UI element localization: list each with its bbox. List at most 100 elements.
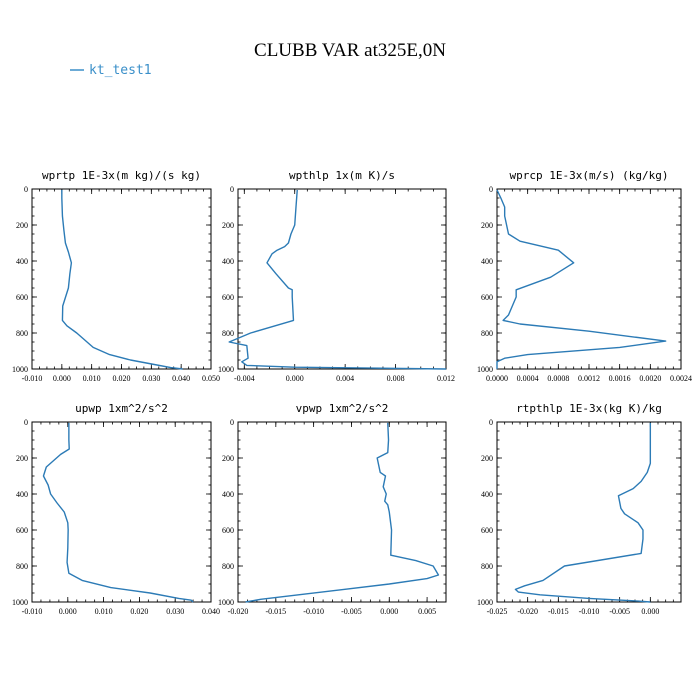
y-tick-label: 800 bbox=[16, 329, 28, 338]
x-tick-label: 0.030 bbox=[142, 374, 160, 383]
y-tick-label: 200 bbox=[16, 454, 28, 463]
panel-title: vpwp 1xm^2/s^2 bbox=[296, 402, 389, 415]
panel-title: wprtp 1E-3x(m kg)/(s kg) bbox=[42, 169, 201, 182]
x-tick-label: -0.015 bbox=[265, 607, 286, 616]
x-tick-label: -0.004 bbox=[234, 374, 255, 383]
y-tick-label: 200 bbox=[481, 221, 493, 230]
y-tick-label: 0 bbox=[24, 185, 28, 194]
x-tick-label: 0.000 bbox=[286, 374, 304, 383]
x-tick-label: 0.0004 bbox=[517, 374, 539, 383]
y-tick-label: 0 bbox=[230, 185, 234, 194]
y-tick-label: 600 bbox=[16, 526, 28, 535]
panel-title: wprcp 1E-3x(m/s) (kg/kg) bbox=[510, 169, 669, 182]
y-tick-label: 400 bbox=[16, 257, 28, 266]
panel-5: vpwp 1xm^2/s^2 -0.020 -0.015 -0.010 -0.005 0.… bbox=[218, 402, 447, 616]
x-tick-label: 0.005 bbox=[418, 607, 436, 616]
y-tick-label: 400 bbox=[481, 257, 493, 266]
x-tick-label: -0.010 bbox=[22, 374, 43, 383]
x-tick-label: -0.015 bbox=[548, 607, 569, 616]
panel-3: wprcp 1E-3x(m/s) (kg/kg) 0.0000 0.0004 0.00… bbox=[477, 169, 692, 383]
panel-title: upwp 1xm^2/s^2 bbox=[75, 402, 168, 415]
y-tick-label: 800 bbox=[16, 562, 28, 571]
series-line bbox=[245, 422, 440, 603]
panel-2: wpthlp 1x(m K)/s -0.004 0.000 0.004 0.008 0.0… bbox=[218, 169, 455, 383]
y-tick-label: 200 bbox=[481, 454, 493, 463]
series-line bbox=[61, 189, 183, 370]
panel-title: wpthlp 1x(m K)/s bbox=[289, 169, 395, 182]
y-tick-label: 400 bbox=[222, 490, 234, 499]
x-tick-label: -0.020 bbox=[228, 607, 249, 616]
y-tick-label: 1000 bbox=[218, 598, 234, 607]
y-tick-label: 400 bbox=[481, 490, 493, 499]
panel-4: upwp 1xm^2/s^2 -0.010 0.000 0.010 0.020 0.030… bbox=[12, 402, 220, 616]
series-line bbox=[228, 189, 447, 370]
y-tick-label: 0 bbox=[489, 185, 493, 194]
y-tick-label: 800 bbox=[481, 329, 493, 338]
y-tick-label: 200 bbox=[222, 454, 234, 463]
y-tick-label: 400 bbox=[16, 490, 28, 499]
x-tick-label: 0.0008 bbox=[547, 374, 569, 383]
panel-grid: wprtp 1E-3x(m kg)/(s kg) -0.010 0.000 0.010… bbox=[12, 169, 692, 616]
y-tick-label: 400 bbox=[222, 257, 234, 266]
plot-frame bbox=[496, 188, 682, 370]
plot-frame bbox=[237, 421, 447, 603]
x-tick-label: 0.0024 bbox=[670, 374, 692, 383]
legend: kt_test1 bbox=[70, 63, 152, 78]
x-tick-label: 0.040 bbox=[202, 607, 220, 616]
y-tick-label: 1000 bbox=[477, 598, 493, 607]
x-tick-label: -0.010 bbox=[579, 607, 600, 616]
y-tick-label: 800 bbox=[222, 329, 234, 338]
y-tick-label: 0 bbox=[24, 418, 28, 427]
x-tick-label: 0.030 bbox=[166, 607, 184, 616]
x-tick-label: 0.010 bbox=[83, 374, 101, 383]
x-tick-label: 0.050 bbox=[202, 374, 220, 383]
x-tick-label: 0.000 bbox=[53, 374, 71, 383]
legend-label: kt_test1 bbox=[89, 63, 152, 78]
y-tick-label: 1000 bbox=[12, 598, 28, 607]
series-line bbox=[514, 422, 652, 603]
y-tick-label: 600 bbox=[481, 293, 493, 302]
x-tick-label: -0.025 bbox=[487, 607, 508, 616]
x-tick-label: -0.020 bbox=[517, 607, 538, 616]
x-tick-label: 0.0020 bbox=[639, 374, 661, 383]
series-line bbox=[496, 189, 667, 369]
x-tick-label: 0.000 bbox=[59, 607, 77, 616]
y-tick-label: 0 bbox=[230, 418, 234, 427]
x-tick-label: -0.005 bbox=[609, 607, 630, 616]
x-tick-label: 0.040 bbox=[172, 374, 190, 383]
x-tick-label: 0.020 bbox=[113, 374, 131, 383]
x-tick-label: 0.0016 bbox=[609, 374, 631, 383]
x-tick-label: 0.008 bbox=[387, 374, 405, 383]
y-tick-label: 0 bbox=[489, 418, 493, 427]
x-tick-label: 0.000 bbox=[380, 607, 398, 616]
x-tick-label: 0.004 bbox=[336, 374, 354, 383]
x-tick-label: -0.010 bbox=[303, 607, 324, 616]
x-tick-label: -0.005 bbox=[341, 607, 362, 616]
y-tick-label: 1000 bbox=[12, 365, 28, 374]
x-tick-label: 0.0000 bbox=[486, 374, 508, 383]
y-tick-label: 600 bbox=[16, 293, 28, 302]
panel-title: rtpthlp 1E-3x(kg K)/kg bbox=[516, 402, 662, 415]
x-tick-label: 0.012 bbox=[437, 374, 455, 383]
y-tick-label: 800 bbox=[222, 562, 234, 571]
x-tick-label: 0.000 bbox=[641, 607, 659, 616]
y-tick-label: 800 bbox=[481, 562, 493, 571]
y-tick-label: 1000 bbox=[477, 365, 493, 374]
x-tick-label: 0.0012 bbox=[578, 374, 600, 383]
series-line bbox=[42, 422, 194, 603]
x-tick-label: 0.010 bbox=[95, 607, 113, 616]
panel-1: wprtp 1E-3x(m kg)/(s kg) -0.010 0.000 0.010… bbox=[12, 169, 220, 383]
y-tick-label: 200 bbox=[16, 221, 28, 230]
y-tick-label: 600 bbox=[222, 526, 234, 535]
plot-frame bbox=[496, 421, 682, 603]
panel-6: rtpthlp 1E-3x(kg K)/kg -0.025 -0.020 -0.015… bbox=[477, 402, 682, 616]
y-tick-label: 200 bbox=[222, 221, 234, 230]
x-tick-label: -0.010 bbox=[22, 607, 43, 616]
y-tick-label: 600 bbox=[222, 293, 234, 302]
plot-frame bbox=[31, 421, 212, 603]
x-tick-label: 0.020 bbox=[130, 607, 148, 616]
y-tick-label: 600 bbox=[481, 526, 493, 535]
y-tick-label: 1000 bbox=[218, 365, 234, 374]
plot-frame bbox=[31, 188, 212, 370]
